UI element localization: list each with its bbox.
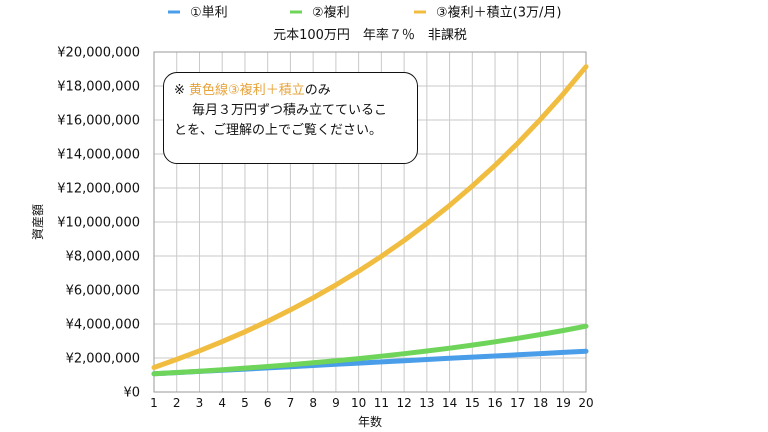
note-line-3: とを、ご理解の上でご覧ください。 <box>174 123 383 138</box>
legend-label-1: ①単利 <box>190 5 228 21</box>
legend-label-2: ②複利 <box>312 5 350 21</box>
y-tick-label: ¥2,000,000 <box>66 352 140 367</box>
series-line-2 <box>151 323 589 377</box>
y-tick-label: ¥20,000,000 <box>57 46 140 61</box>
y-axis-label: 資産額 <box>30 204 45 240</box>
legend: ①単利 ②複利 ③複利＋積立(3万/月) <box>168 5 561 21</box>
x-tick-label: 11 <box>374 396 389 410</box>
x-tick-label: 19 <box>556 396 571 410</box>
note-line1-rest: のみ <box>304 83 331 98</box>
legend-label-3: ③複利＋積立(3万/月) <box>436 5 561 21</box>
x-tick-label: 15 <box>465 396 480 410</box>
x-tick-label: 10 <box>351 396 366 410</box>
x-tick-label: 6 <box>264 396 272 410</box>
y-tick-label: ¥12,000,000 <box>57 182 140 197</box>
x-tick-label: 18 <box>533 396 548 410</box>
plot-frame <box>153 51 587 393</box>
x-tick-label: 14 <box>442 396 457 410</box>
note-highlight: 黄色線③複利＋積立 <box>189 83 305 98</box>
note-line-2: 毎月３万円ずつ積み立てているこ <box>192 103 388 118</box>
note-line-1: ※ 黄色線③複利＋積立のみ <box>174 81 407 101</box>
series-lines <box>151 64 589 377</box>
y-tick-label: ¥8,000,000 <box>66 250 140 265</box>
x-axis-ticks: 1 2 3 4 5 6 7 8 9 10 11 12 13 14 15 16 17 18 19 20 <box>150 396 593 410</box>
x-tick-label: 17 <box>510 396 525 410</box>
chart-title: 元本100万円 年率７％ 非課税 <box>273 27 467 43</box>
note-mark: ※ <box>174 83 185 98</box>
y-tick-label: ¥16,000,000 <box>57 114 140 129</box>
y-axis-ticks: ¥0 ¥2,000,000 ¥4,000,000 ¥6,000,000 ¥8,000,0… <box>57 46 140 401</box>
x-tick-label: 2 <box>173 396 181 410</box>
y-tick-label: ¥6,000,000 <box>66 284 140 299</box>
x-tick-label: 12 <box>396 396 411 410</box>
series-line-3 <box>151 64 589 370</box>
y-tick-label: ¥14,000,000 <box>57 148 140 163</box>
x-tick-label: 4 <box>218 396 226 410</box>
x-tick-label: 16 <box>487 396 502 410</box>
x-axis-label: 年数 <box>358 414 382 429</box>
x-tick-label: 8 <box>309 396 317 410</box>
x-tick-label: 3 <box>196 396 204 410</box>
note-callout: ※ 黄色線③複利＋積立のみ 毎月３万円ずつ積み立てているこ とを、ご理解の上でご… <box>163 72 418 164</box>
x-tick-label: 13 <box>419 396 434 410</box>
y-tick-label: ¥0 <box>123 386 140 401</box>
y-tick-label: ¥10,000,000 <box>57 216 140 231</box>
x-tick-label: 9 <box>332 396 340 410</box>
x-tick-label: 1 <box>150 396 158 410</box>
x-tick-label: 7 <box>287 396 295 410</box>
x-tick-label: 5 <box>241 396 249 410</box>
y-tick-label: ¥4,000,000 <box>66 318 140 333</box>
y-tick-label: ¥18,000,000 <box>57 80 140 95</box>
x-tick-label: 20 <box>578 396 593 410</box>
